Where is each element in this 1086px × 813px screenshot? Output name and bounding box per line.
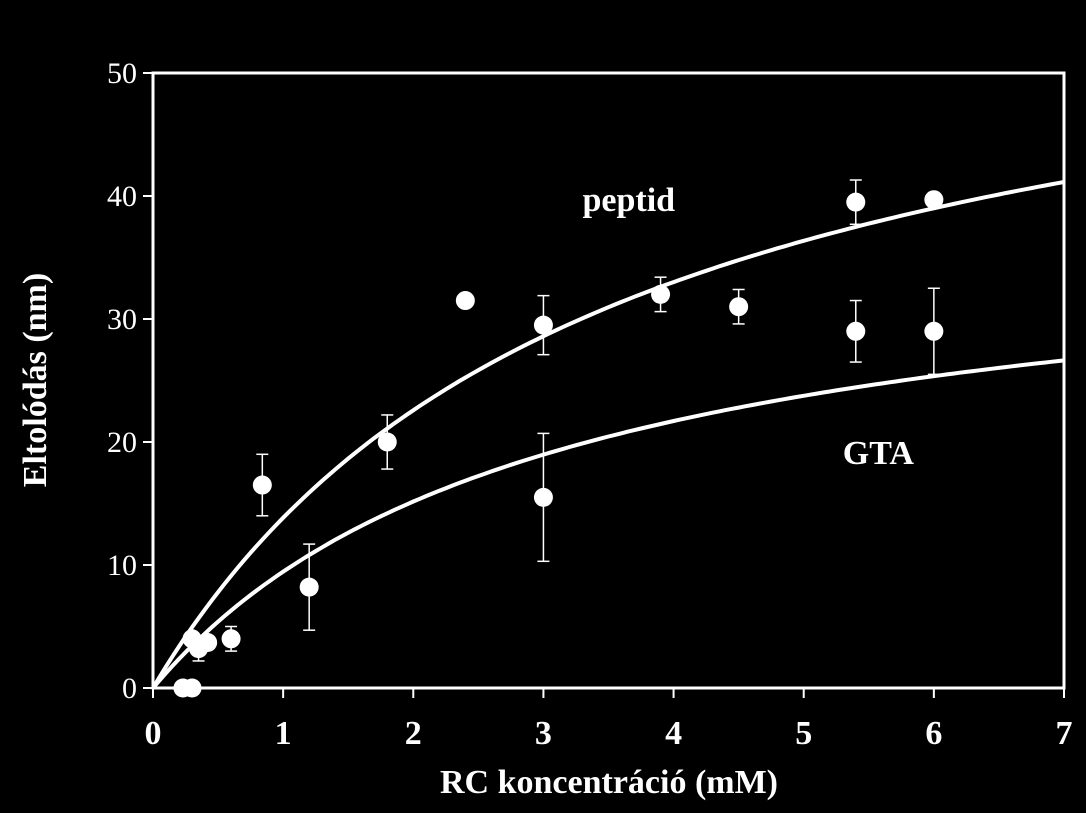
fit-curves (151, 180, 1065, 690)
y-tick-label: 0 (122, 672, 137, 705)
x-tick-label: 6 (925, 715, 942, 752)
fit-curve-gta (151, 358, 1065, 690)
x-tick-label: 7 (1056, 715, 1073, 752)
data-point (729, 297, 749, 317)
series-labels: peptid GTA (582, 182, 914, 472)
data-point (846, 192, 866, 212)
data-point (221, 629, 241, 649)
x-tick-label: 5 (795, 715, 812, 752)
y-axis-title: Eltolódás (nm) (17, 273, 54, 487)
x-tick-label: 4 (665, 715, 682, 752)
data-point (533, 487, 553, 507)
x-tick-label: 0 (145, 715, 162, 752)
x-tick-label: 2 (405, 715, 422, 752)
data-points (173, 190, 944, 698)
data-point (198, 632, 218, 652)
x-axis-title: RC koncentráció (mM) (440, 764, 778, 801)
ticks: 0 10 20 30 40 50 0 1 2 3 4 5 6 7 (107, 57, 1073, 752)
series-label-peptid: peptid (582, 182, 675, 219)
axes (151, 71, 1066, 690)
y-tick-label: 20 (107, 426, 137, 459)
data-point (299, 577, 319, 597)
y-tick-label: 50 (107, 57, 137, 90)
data-point (924, 190, 944, 210)
x-tick-label: 3 (535, 715, 552, 752)
plot-frame (151, 71, 1066, 690)
data-point (252, 475, 272, 495)
x-tick-label: 1 (275, 715, 292, 752)
data-point (533, 315, 553, 335)
y-tick-label: 10 (107, 549, 137, 582)
y-tick-label: 40 (107, 180, 137, 213)
data-point (455, 291, 475, 311)
series-label-gta: GTA (843, 435, 915, 472)
data-point (377, 432, 397, 452)
data-point (846, 321, 866, 341)
y-tick-label: 30 (107, 303, 137, 336)
fit-curve-peptid (151, 180, 1065, 690)
data-point (651, 284, 671, 304)
data-point (182, 678, 202, 698)
data-point (924, 321, 944, 341)
